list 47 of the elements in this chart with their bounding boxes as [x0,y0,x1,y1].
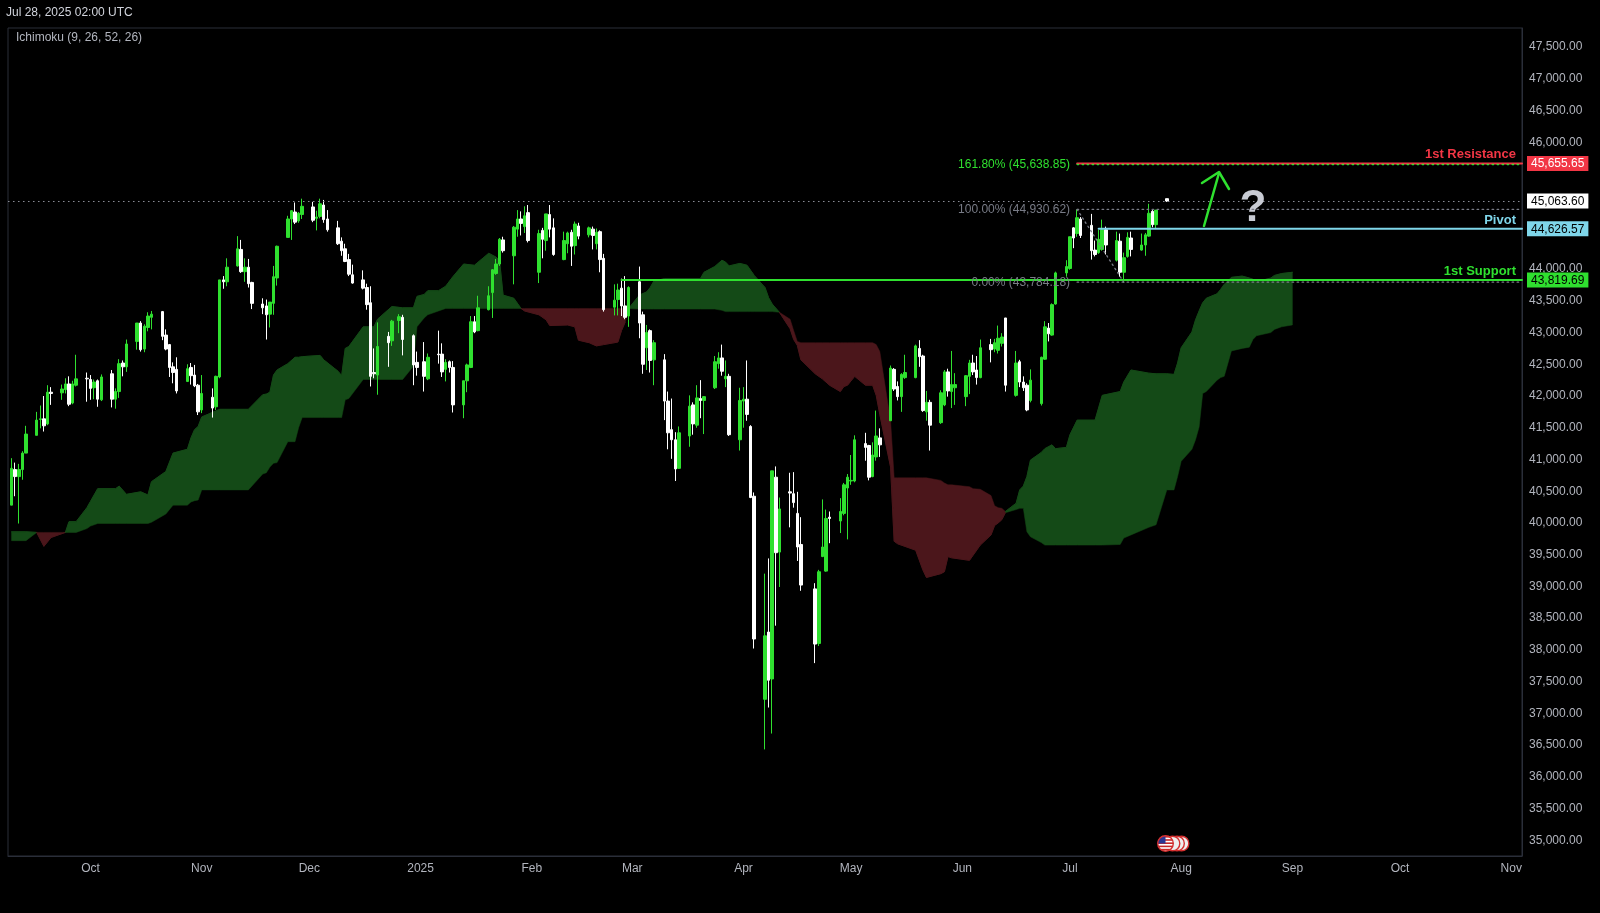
x-tick-label: Apr [734,861,753,875]
y-tick-label: 37,000.00 [1529,705,1583,720]
y-tick-label: 41,500.00 [1529,420,1583,435]
y-tick-label: 41,000.00 [1529,451,1583,466]
x-tick-label: Oct [1390,861,1411,875]
x-tick-label: Jul [1062,861,1078,875]
y-tick-label: 35,500.00 [1529,800,1583,815]
y-tick-label: 46,000.00 [1529,134,1583,149]
x-tick-label: Nov [191,861,213,875]
y-tick-label: 43,500.00 [1529,293,1583,308]
x-tick-label: 2025 [407,861,435,875]
y-tick-label: 36,000.00 [1529,769,1583,784]
y-tick-label: 39,000.00 [1529,578,1583,593]
x-tick-label: Sep [1281,861,1304,875]
series-label: Pivot [1484,211,1517,227]
x-tick-label: Dec [298,861,321,875]
y-tick-label: 35,000.00 [1529,832,1583,847]
y-tick-label: 46,500.00 [1529,102,1583,117]
x-tick-label: Oct [81,861,101,875]
y-tick-label: 42,000.00 [1529,388,1583,403]
y-tick-label: 42,500.00 [1529,356,1583,371]
data-label: 45,655.65 [1531,156,1585,171]
y-tick-label: 38,500.00 [1529,610,1583,625]
y-tick-label: 39,500.00 [1529,546,1583,561]
y-tick-label: 40,500.00 [1529,483,1583,498]
series-label: 161.80% (45,638.85) [958,157,1071,172]
series-label: 100.00% (44,930.62) [958,202,1071,217]
data-label: 44,626.57 [1531,221,1585,236]
y-tick-label: 47,000.00 [1529,71,1583,86]
y-tick-label: 38,000.00 [1529,642,1583,657]
series-label: 1st Resistance [1424,146,1516,162]
y-tick-label: 37,500.00 [1529,673,1583,688]
x-tick-label: Jun [952,861,972,875]
x-tick-label: Feb [521,861,543,875]
y-tick-label: 40,000.00 [1529,515,1583,530]
x-tick-label: May [839,861,863,875]
annotation: Ichimoku (9, 26, 52, 26) [16,30,143,44]
annotation: ? [1239,180,1267,230]
text: Jul 28, 2025 02:00 UTC [6,5,134,19]
y-tick-label: 36,500.00 [1529,737,1583,752]
x-tick-label: Aug [1170,861,1192,875]
ref-line-label: 45,063.60 [1531,193,1585,208]
x-tick-label: Mar [621,861,643,875]
y-tick-label: 47,500.00 [1529,39,1583,54]
y-tick-label: 43,000.00 [1529,324,1583,339]
x-tick-label: Nov [1500,861,1522,875]
series-label: 1st Support [1443,262,1517,278]
